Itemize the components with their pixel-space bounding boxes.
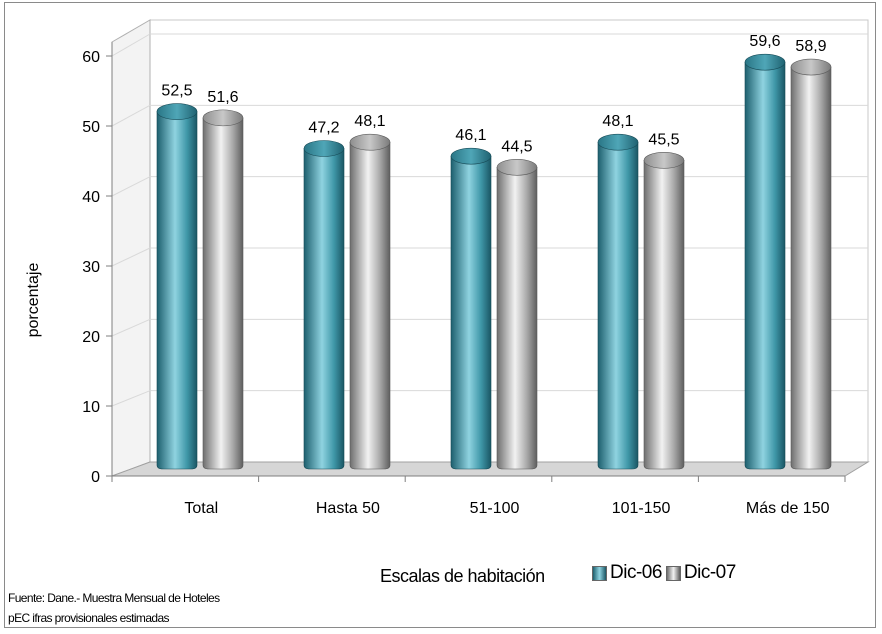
data-label: 46,1 bbox=[455, 127, 486, 144]
bar-dic07 bbox=[349, 133, 391, 470]
legend-label-dic07: Dic-07 bbox=[683, 562, 736, 583]
bar-dic06 bbox=[156, 103, 198, 470]
gridline-side bbox=[111, 318, 151, 337]
gridline-side bbox=[111, 104, 151, 127]
bar-dic06-body bbox=[156, 111, 198, 470]
legend-label-dic06: Dic-06 bbox=[610, 562, 662, 583]
side-wall bbox=[111, 19, 151, 477]
data-label: 44,5 bbox=[501, 138, 532, 155]
bar-dic06 bbox=[450, 147, 492, 470]
data-label: 48,1 bbox=[354, 113, 385, 130]
legend-swatch-dic07 bbox=[665, 565, 681, 581]
bar-dic06-cap bbox=[303, 140, 345, 157]
legend: Dic-06 Dic-07 bbox=[592, 562, 740, 584]
data-label: 47,2 bbox=[308, 119, 339, 136]
y-tick-label: 50 bbox=[82, 119, 100, 136]
gridline-side bbox=[111, 390, 151, 407]
gridline-side bbox=[111, 176, 151, 197]
bar-dic06-cap bbox=[597, 133, 639, 151]
legend-swatch-dic06 bbox=[592, 565, 607, 581]
bar-dic06-body bbox=[450, 155, 492, 470]
y-tick-label: 40 bbox=[82, 189, 100, 206]
bar-dic07-body bbox=[349, 141, 391, 470]
y-axis-label: porcentaje bbox=[25, 263, 42, 338]
bar-dic06-body bbox=[744, 61, 786, 470]
x-tick-label: 51-100 bbox=[470, 500, 520, 517]
data-label: 48,1 bbox=[602, 113, 633, 130]
bar-dic06 bbox=[597, 133, 639, 470]
bar-dic07-body bbox=[643, 160, 685, 470]
source-line-2: pEC ifras provisionales estimadas bbox=[8, 611, 170, 625]
bars bbox=[156, 53, 832, 470]
y-axis: 0 10 20 30 40 50 60 bbox=[82, 42, 113, 486]
bar-dic07-cap bbox=[496, 158, 538, 176]
bar-dic07-cap bbox=[643, 152, 685, 169]
bar-dic06-cap bbox=[156, 103, 198, 120]
y-tick-label: 60 bbox=[82, 49, 100, 66]
bar-dic07-body bbox=[202, 117, 244, 470]
x-tick-label: 101-150 bbox=[612, 500, 671, 517]
bar-dic06-body bbox=[597, 141, 639, 470]
bar-dic06-cap bbox=[744, 53, 786, 71]
bar-dic07-body bbox=[496, 166, 538, 470]
bar-dic07-cap bbox=[349, 133, 391, 151]
source-line-1: Fuente: Dane.- Muestra Mensual de Hotele… bbox=[8, 591, 220, 605]
source-note: Fuente: Dane.- Muestra Mensual de Hotele… bbox=[8, 588, 220, 628]
x-tick-label: Más de 150 bbox=[746, 500, 830, 517]
x-axis: Total Hasta 50 51-100 101-150 Más de 150 bbox=[111, 475, 846, 517]
bar-dic07-cap bbox=[790, 58, 832, 76]
bar-dic06 bbox=[744, 53, 786, 470]
bar-dic07-body bbox=[790, 66, 832, 470]
x-tick-label: Hasta 50 bbox=[316, 500, 380, 517]
data-label: 51,6 bbox=[207, 89, 238, 106]
gridline-side bbox=[111, 247, 151, 267]
y-tick-label: 10 bbox=[82, 399, 100, 416]
legend-item-dic07: Dic-07 bbox=[665, 562, 736, 584]
bar-dic07-cap bbox=[202, 109, 244, 127]
bar-dic07 bbox=[496, 158, 538, 470]
x-axis-label: Escalas de habitación bbox=[380, 566, 545, 586]
bar-dic07 bbox=[643, 152, 685, 470]
x-tick-label: Total bbox=[184, 500, 218, 517]
y-tick-label: 0 bbox=[91, 469, 100, 486]
bar-dic06-body bbox=[303, 148, 345, 470]
y-tick-label: 30 bbox=[82, 259, 100, 276]
gridline-side bbox=[111, 33, 151, 57]
bar-dic06-cap bbox=[450, 147, 492, 165]
data-label: 52,5 bbox=[161, 83, 192, 100]
data-label: 45,5 bbox=[648, 131, 679, 148]
bar-dic06 bbox=[303, 140, 345, 470]
data-label: 58,9 bbox=[795, 38, 826, 55]
data-label: 59,6 bbox=[749, 33, 780, 50]
chart-frame bbox=[4, 2, 876, 628]
bar-dic07 bbox=[202, 109, 244, 470]
bar-dic07 bbox=[790, 58, 832, 470]
data-labels: 52,5 51,6 47,2 48,1 46,1 44,5 48,1 45,5 59,6 58,9 bbox=[161, 33, 826, 155]
y-tick-label: 20 bbox=[82, 329, 100, 346]
legend-item-dic06: Dic-06 bbox=[592, 562, 662, 584]
